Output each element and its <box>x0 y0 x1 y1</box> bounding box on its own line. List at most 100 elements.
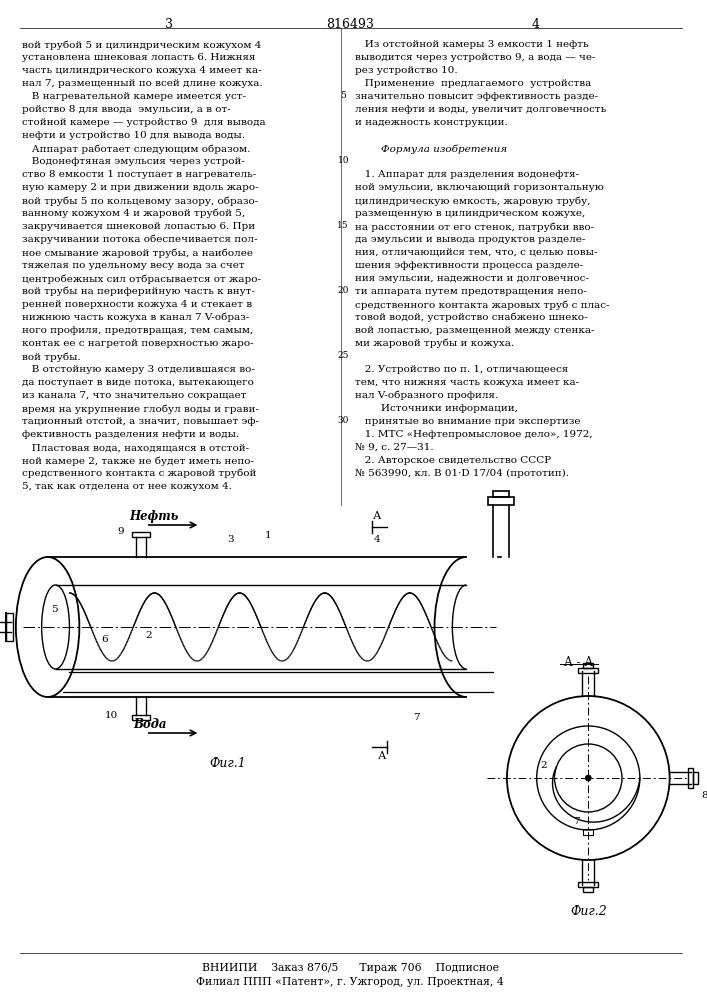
Text: нал V-образного профиля.: нал V-образного профиля. <box>355 391 498 400</box>
Text: 4: 4 <box>532 18 539 31</box>
Text: средственного контакта жаровых труб с плас-: средственного контакта жаровых труб с пл… <box>355 300 609 310</box>
Text: Нефть: Нефть <box>129 510 178 523</box>
Bar <box>583 663 593 668</box>
Text: ния, отличающийся тем, что, с целью повы-: ния, отличающийся тем, что, с целью повы… <box>355 248 597 257</box>
Text: стойной камере — устройство 9  для вывода: стойной камере — устройство 9 для вывода <box>22 118 265 127</box>
Text: 4: 4 <box>374 534 380 544</box>
Text: да эмульсии и вывода продуктов разделе-: да эмульсии и вывода продуктов разделе- <box>355 235 585 244</box>
Text: ройство 8 для ввода  эмульсии, а в от-: ройство 8 для ввода эмульсии, а в от- <box>22 105 230 114</box>
Text: Аппарат работает следующим образом.: Аппарат работает следующим образом. <box>22 144 250 153</box>
Bar <box>493 491 509 497</box>
Text: ми жаровой трубы и кожуха.: ми жаровой трубы и кожуха. <box>355 339 514 349</box>
Text: шения эффективности процесса разделе-: шения эффективности процесса разделе- <box>355 261 583 270</box>
Text: 1. МТС «Нефтепромысловое дело», 1972,: 1. МТС «Нефтепромысловое дело», 1972, <box>355 430 592 439</box>
Text: 25: 25 <box>337 351 349 360</box>
Text: 1. Аппарат для разделения водонефтя-: 1. Аппарат для разделения водонефтя- <box>355 170 579 179</box>
Text: 7: 7 <box>414 712 420 722</box>
Text: ВНИИПИ    Заказ 876/5      Тираж 706    Подписное: ВНИИПИ Заказ 876/5 Тираж 706 Подписное <box>201 963 498 973</box>
Bar <box>6 613 13 641</box>
Text: Применение  предлагаемого  устройства: Применение предлагаемого устройства <box>355 79 591 88</box>
Text: 5: 5 <box>340 91 346 100</box>
Text: товой водой, устройство снабжено шнеко-: товой водой, устройство снабжено шнеко- <box>355 313 588 322</box>
Text: центробежных сил отбрасывается от жаро-: центробежных сил отбрасывается от жаро- <box>22 274 261 284</box>
Text: ния эмульсии, надежности и долговечнос-: ния эмульсии, надежности и долговечнос- <box>355 274 589 283</box>
Text: 3: 3 <box>165 18 173 31</box>
Text: 20: 20 <box>337 286 349 295</box>
Text: 15: 15 <box>337 221 349 230</box>
Text: принятые во внимание при экспертизе: принятые во внимание при экспертизе <box>355 417 580 426</box>
Text: тем, что нижняя часть кожуха имеет ка-: тем, что нижняя часть кожуха имеет ка- <box>355 378 579 387</box>
Text: вой лопастью, размещенной между стенка-: вой лопастью, размещенной между стенка- <box>355 326 595 335</box>
Bar <box>488 497 514 505</box>
Text: тационный отстой, а значит, повышает эф-: тационный отстой, а значит, повышает эф- <box>22 417 259 426</box>
Bar <box>132 532 150 537</box>
Text: да поступает в виде потока, вытекающего: да поступает в виде потока, вытекающего <box>22 378 254 387</box>
Text: 5: 5 <box>51 604 58 613</box>
Bar <box>583 829 593 835</box>
Text: Фиг.1: Фиг.1 <box>210 757 247 770</box>
Text: ной эмульсии, включающий горизонтальную: ной эмульсии, включающий горизонтальную <box>355 183 604 192</box>
Text: Источники информации,: Источники информации, <box>355 404 518 413</box>
Text: на расстоянии от его стенок, патрубки вво-: на расстоянии от его стенок, патрубки вв… <box>355 222 595 232</box>
Text: закручивании потока обеспечивается пол-: закручивании потока обеспечивается пол- <box>22 235 257 244</box>
Text: 2. Устройство по п. 1, отличающееся: 2. Устройство по п. 1, отличающееся <box>355 365 568 374</box>
Text: ной камере 2, также не будет иметь непо-: ной камере 2, также не будет иметь непо- <box>22 456 254 466</box>
Text: ренней поверхности кожуха 4 и стекает в: ренней поверхности кожуха 4 и стекает в <box>22 300 252 309</box>
Text: время на укрупнение глобул воды и грави-: время на укрупнение глобул воды и грави- <box>22 404 259 414</box>
Text: ство 8 емкости 1 поступает в нагреватель-: ство 8 емкости 1 поступает в нагреватель… <box>22 170 256 179</box>
Text: установлена шнековая лопасть 6. Нижняя: установлена шнековая лопасть 6. Нижняя <box>22 53 255 62</box>
Text: 2. Авторское свидетельство СССР: 2. Авторское свидетельство СССР <box>355 456 551 465</box>
Text: Фиг.2: Фиг.2 <box>570 905 607 918</box>
Text: 2: 2 <box>146 631 152 640</box>
Text: 30: 30 <box>337 416 349 425</box>
Text: 3: 3 <box>227 534 233 544</box>
Text: 2: 2 <box>540 762 547 770</box>
Text: ванному кожухом 4 и жаровой трубой 5,: ванному кожухом 4 и жаровой трубой 5, <box>22 209 245 219</box>
Circle shape <box>585 775 591 781</box>
Text: рез устройство 10.: рез устройство 10. <box>355 66 457 75</box>
Text: вой трубы 5 по кольцевому зазору, образо-: вой трубы 5 по кольцевому зазору, образо… <box>22 196 258 206</box>
Text: значительно повысит эффективность разде-: значительно повысит эффективность разде- <box>355 92 598 101</box>
Text: вой трубы.: вой трубы. <box>22 352 81 361</box>
Text: цилиндрическую емкость, жаровую трубу,: цилиндрическую емкость, жаровую трубу, <box>355 196 590 206</box>
Bar <box>578 882 598 887</box>
Text: нал 7, размещенный по всей длине кожуха.: нал 7, размещенный по всей длине кожуха. <box>22 79 262 88</box>
Text: В нагревательной камере имеется уст-: В нагревательной камере имеется уст- <box>22 92 246 101</box>
Text: тяжелая по удельному весу вода за счет: тяжелая по удельному весу вода за счет <box>22 261 245 270</box>
Text: ления нефти и воды, увеличит долговечность: ления нефти и воды, увеличит долговечнос… <box>355 105 607 114</box>
Text: А: А <box>378 751 386 761</box>
Text: и надежность конструкции.: и надежность конструкции. <box>355 118 508 127</box>
Text: А: А <box>373 511 381 521</box>
Text: Водонефтяная эмульсия через устрой-: Водонефтяная эмульсия через устрой- <box>22 157 245 166</box>
Text: А - А: А - А <box>563 656 593 669</box>
Bar <box>694 772 699 784</box>
Text: 1: 1 <box>264 530 271 540</box>
Text: Формула изобретения: Формула изобретения <box>355 144 507 153</box>
Bar <box>689 768 694 788</box>
Text: В отстойную камеру 3 отделившаяся во-: В отстойную камеру 3 отделившаяся во- <box>22 365 255 374</box>
Text: ное смывание жаровой трубы, а наиболее: ное смывание жаровой трубы, а наиболее <box>22 248 253 257</box>
Bar <box>583 887 593 892</box>
Text: вой трубой 5 и цилиндрическим кожухом 4: вой трубой 5 и цилиндрическим кожухом 4 <box>22 40 261 49</box>
Text: контак ее с нагретой поверхностью жаро-: контак ее с нагретой поверхностью жаро- <box>22 339 253 348</box>
Text: средственного контакта с жаровой трубой: средственного контакта с жаровой трубой <box>22 469 256 479</box>
Text: закручивается шнековой лопастью 6. При: закручивается шнековой лопастью 6. При <box>22 222 255 231</box>
Text: Вода: Вода <box>133 718 166 731</box>
Text: ти аппарата путем предотвращения непо-: ти аппарата путем предотвращения непо- <box>355 287 587 296</box>
Text: фективность разделения нефти и воды.: фективность разделения нефти и воды. <box>22 430 239 439</box>
Text: 6: 6 <box>101 635 107 644</box>
Text: 816493: 816493 <box>326 18 374 31</box>
Text: 7: 7 <box>573 818 580 826</box>
Text: 10: 10 <box>105 710 118 720</box>
Text: нефти и устройство 10 для вывода воды.: нефти и устройство 10 для вывода воды. <box>22 131 245 140</box>
Text: 5, так как отделена от нее кожухом 4.: 5, так как отделена от нее кожухом 4. <box>22 482 232 491</box>
Text: Из отстойной камеры 3 емкости 1 нефть: Из отстойной камеры 3 емкости 1 нефть <box>355 40 589 49</box>
Text: нижнюю часть кожуха в канал 7 V-образ-: нижнюю часть кожуха в канал 7 V-образ- <box>22 313 249 322</box>
Text: ную камеру 2 и при движении вдоль жаро-: ную камеру 2 и при движении вдоль жаро- <box>22 183 259 192</box>
Text: № 563990, кл. В 01·D 17/04 (прототип).: № 563990, кл. В 01·D 17/04 (прототип). <box>355 469 569 478</box>
Text: 8: 8 <box>701 792 707 800</box>
Text: размещенную в цилиндрическом кожухе,: размещенную в цилиндрическом кожухе, <box>355 209 585 218</box>
Text: выводится через устройство 9, а вода — че-: выводится через устройство 9, а вода — ч… <box>355 53 595 62</box>
Text: № 9, с. 27—31.: № 9, с. 27—31. <box>355 443 434 452</box>
Text: ного профиля, предотвращая, тем самым,: ного профиля, предотвращая, тем самым, <box>22 326 253 335</box>
